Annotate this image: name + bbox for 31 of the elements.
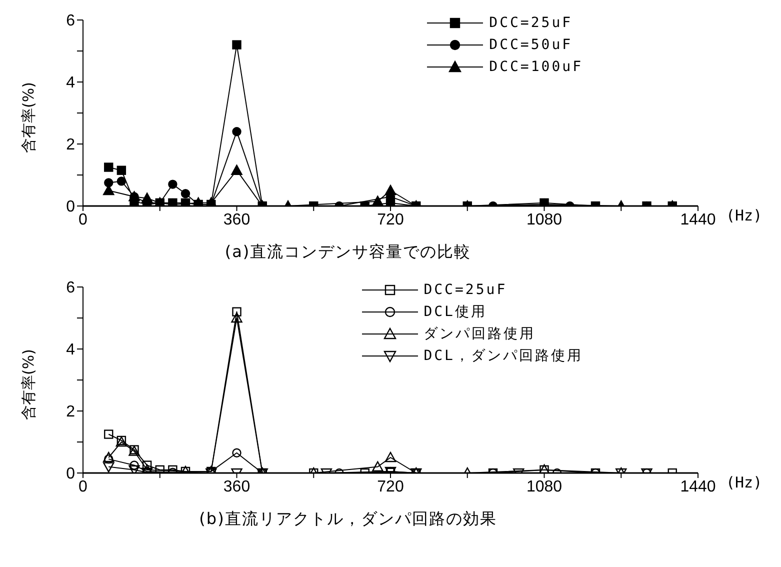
y-tick-label: 2 bbox=[66, 404, 76, 421]
x-tick-label: 0 bbox=[78, 211, 88, 228]
y-tick-label: 0 bbox=[66, 466, 76, 483]
y-tick-label: 6 bbox=[66, 280, 76, 297]
x-tick-label: 1080 bbox=[526, 478, 562, 496]
y-tick-label: 4 bbox=[66, 74, 76, 92]
legend-label: DCC=25uF bbox=[489, 15, 573, 31]
x-tick-label: 1440 bbox=[680, 478, 716, 496]
y-axis-title: 含有率(%) bbox=[19, 82, 38, 153]
x-tick-label: 720 bbox=[377, 478, 404, 496]
x-axis-title: (Hz) bbox=[726, 473, 762, 492]
text: (b)直流リアクトル，ダンパ回路の効果 bbox=[198, 509, 498, 530]
x-tick-label: 360 bbox=[223, 211, 250, 228]
legend-label: DCL，ダンパ回路使用 bbox=[424, 347, 583, 365]
y-tick-label: 2 bbox=[66, 136, 76, 154]
legend-label: DCC=25uF bbox=[424, 282, 508, 298]
text: (a)直流コンデンサ容量での比較 bbox=[224, 242, 472, 263]
y-tick-label: 0 bbox=[66, 198, 76, 216]
legend-label: DCL使用 bbox=[424, 303, 487, 321]
x-tick-label: 720 bbox=[377, 211, 404, 228]
x-tick-label: 0 bbox=[78, 478, 88, 496]
y-tick-label: 6 bbox=[66, 12, 76, 30]
legend-label: DCC=50uF bbox=[489, 37, 573, 53]
x-tick-label: 1080 bbox=[526, 211, 562, 228]
y-axis-title: 含有率(%) bbox=[19, 349, 38, 420]
legend-label: ダンパ回路使用 bbox=[424, 325, 536, 343]
y-tick-label: 4 bbox=[66, 342, 76, 359]
x-tick-label: 360 bbox=[223, 478, 250, 496]
legend-label: DCC=100uF bbox=[489, 59, 583, 75]
x-axis-title: (Hz) bbox=[726, 206, 762, 224]
x-tick-label: 1440 bbox=[680, 211, 716, 228]
